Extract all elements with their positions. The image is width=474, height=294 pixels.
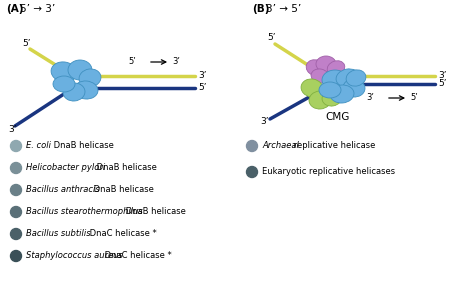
Text: 5’: 5’	[438, 79, 447, 88]
Ellipse shape	[343, 79, 365, 97]
Text: Bacillus subtilis: Bacillus subtilis	[26, 230, 91, 238]
Ellipse shape	[346, 70, 366, 86]
Text: Bacillus anthracis: Bacillus anthracis	[26, 186, 100, 195]
Text: 3’: 3’	[8, 124, 17, 133]
Ellipse shape	[330, 85, 354, 103]
Ellipse shape	[63, 83, 85, 101]
Ellipse shape	[301, 79, 323, 97]
Ellipse shape	[316, 56, 336, 72]
Text: (A): (A)	[6, 4, 24, 14]
Text: DnaC helicase *: DnaC helicase *	[101, 251, 171, 260]
Circle shape	[10, 206, 21, 218]
Circle shape	[10, 250, 21, 261]
Text: DnaB helicase: DnaB helicase	[123, 208, 186, 216]
Text: (B): (B)	[252, 4, 270, 14]
Text: DnaB helicase: DnaB helicase	[91, 186, 154, 195]
Ellipse shape	[51, 62, 77, 82]
Ellipse shape	[327, 61, 345, 75]
Ellipse shape	[68, 60, 92, 80]
Text: Staphylococcus aureus: Staphylococcus aureus	[26, 251, 123, 260]
Ellipse shape	[74, 81, 98, 99]
Text: Helicobacter pylori: Helicobacter pylori	[26, 163, 105, 173]
Text: 3’: 3’	[172, 58, 180, 66]
Ellipse shape	[322, 90, 342, 106]
Text: DnaC helicase *: DnaC helicase *	[87, 230, 157, 238]
Circle shape	[246, 166, 257, 178]
Ellipse shape	[306, 60, 326, 76]
Ellipse shape	[79, 69, 101, 87]
Text: CMG: CMG	[326, 112, 350, 122]
Text: 5’: 5’	[410, 93, 418, 103]
Ellipse shape	[319, 82, 341, 98]
Circle shape	[10, 228, 21, 240]
Circle shape	[10, 185, 21, 196]
Ellipse shape	[322, 70, 348, 90]
Text: DnaB helicase: DnaB helicase	[94, 163, 157, 173]
Text: Eukaryotic replicative helicases: Eukaryotic replicative helicases	[262, 168, 395, 176]
Text: 5’: 5’	[198, 83, 207, 93]
Text: 3’: 3’	[438, 71, 447, 81]
Ellipse shape	[53, 76, 75, 92]
Text: 5’ → 3’: 5’ → 3’	[20, 4, 55, 14]
Text: E. coli: E. coli	[26, 141, 51, 151]
Text: 3’ → 5’: 3’ → 5’	[266, 4, 301, 14]
Text: Bacillus stearothermophilus: Bacillus stearothermophilus	[26, 208, 143, 216]
Ellipse shape	[336, 69, 360, 87]
Ellipse shape	[311, 69, 329, 83]
Text: 3’: 3’	[260, 118, 268, 126]
Circle shape	[246, 141, 257, 151]
Text: 5’: 5’	[267, 34, 275, 43]
Text: 5’: 5’	[22, 39, 30, 49]
Text: 3’: 3’	[198, 71, 207, 81]
Text: replicative helicase: replicative helicase	[291, 141, 375, 151]
Text: 3’: 3’	[366, 93, 374, 103]
Circle shape	[10, 141, 21, 151]
Text: DnaB helicase: DnaB helicase	[51, 141, 114, 151]
Text: Archaeal: Archaeal	[262, 141, 299, 151]
Text: 5’: 5’	[128, 58, 136, 66]
Circle shape	[10, 163, 21, 173]
Ellipse shape	[309, 91, 331, 109]
